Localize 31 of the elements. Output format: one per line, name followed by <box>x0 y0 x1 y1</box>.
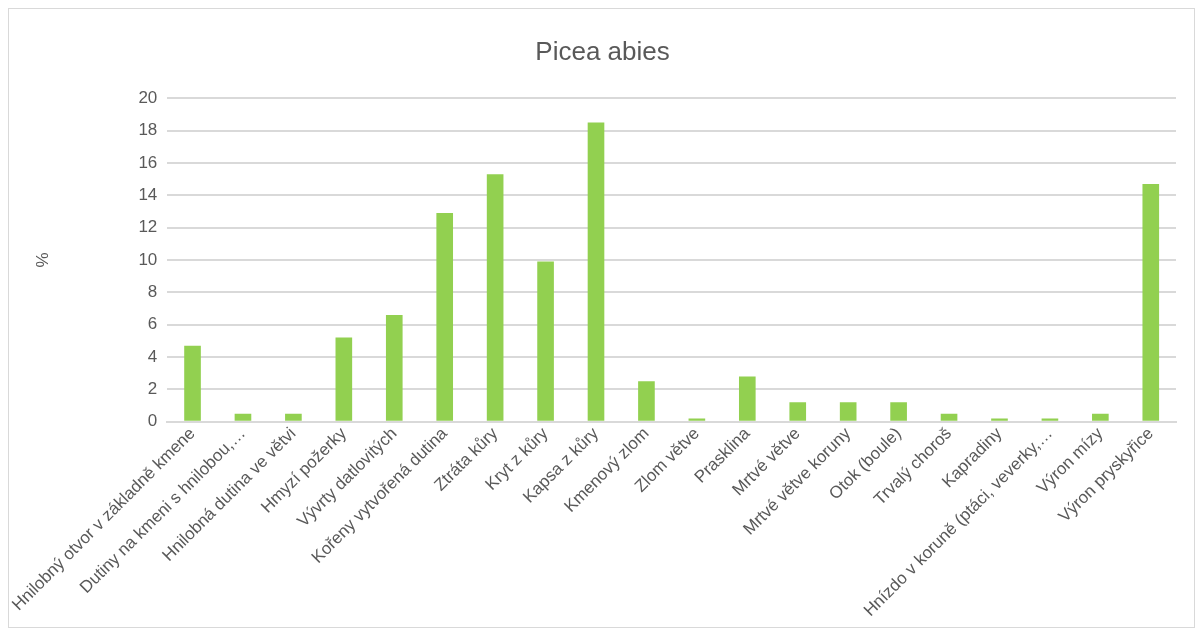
bar <box>385 314 403 421</box>
bar <box>940 413 958 421</box>
y-axis-title: % <box>32 252 52 268</box>
bar <box>890 402 907 421</box>
bar <box>587 122 605 421</box>
bar <box>991 418 1008 421</box>
y-tick-label: 18 <box>138 120 158 140</box>
bar <box>184 345 201 421</box>
y-tick-label: 14 <box>138 184 158 204</box>
y-tick-label: 8 <box>147 282 158 302</box>
bar <box>638 381 655 421</box>
y-tick-label: 0 <box>147 411 158 431</box>
bar <box>1092 413 1109 421</box>
bar <box>789 402 807 421</box>
y-tick-label: 4 <box>147 346 158 366</box>
bar <box>335 337 353 421</box>
bar <box>436 213 454 421</box>
y-tick-label: 16 <box>138 152 158 172</box>
bar <box>839 402 857 421</box>
y-tick-label: 20 <box>138 87 158 107</box>
bar <box>738 376 756 421</box>
chart-title: Picea abies <box>535 35 670 66</box>
y-tick-label: 2 <box>147 379 158 399</box>
y-tick-label: 10 <box>138 249 158 269</box>
bar <box>234 413 252 421</box>
bar <box>285 413 302 421</box>
y-tick-label: 12 <box>138 217 158 237</box>
y-tick-label: 6 <box>147 314 158 334</box>
bar <box>537 261 554 421</box>
bar <box>1142 183 1160 421</box>
bar <box>486 174 504 421</box>
